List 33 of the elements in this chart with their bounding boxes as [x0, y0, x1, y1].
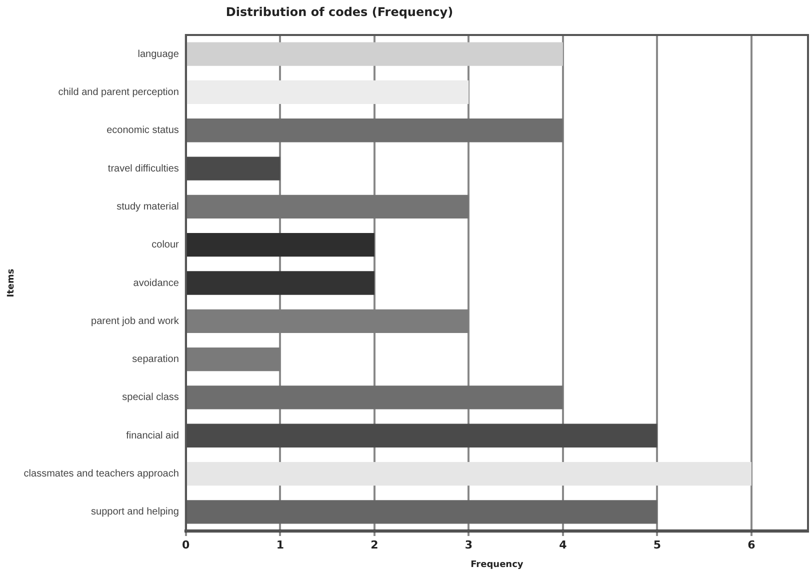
bar [186, 194, 469, 219]
y-tick-label: parent job and work [91, 316, 180, 327]
x-tick-label: 4 [559, 538, 568, 552]
y-tick-label: separation [132, 354, 179, 366]
y-tick-label: financial aid [126, 430, 179, 442]
bar [186, 42, 563, 66]
x-tick-label: 3 [464, 538, 472, 552]
x-tick-label: 2 [370, 538, 378, 552]
y-tick-label: study material [116, 201, 179, 212]
bar [186, 118, 563, 142]
y-tick-label: avoidance [133, 278, 180, 289]
bar [186, 271, 374, 295]
x-tick-label: 0 [182, 538, 190, 552]
bar [186, 347, 280, 372]
y-tick-label: travel difficulties [108, 163, 179, 174]
x-tick-label: 6 [748, 538, 756, 552]
y-tick-label: support and helping [91, 506, 179, 518]
y-tick-label: language [138, 48, 180, 60]
x-tick-label: 5 [653, 538, 662, 552]
bar [186, 386, 563, 410]
y-tick-label: child and parent perception [58, 86, 179, 98]
x-axis-title: Frequency [470, 560, 524, 570]
y-tick-label: special class [122, 392, 179, 404]
bar [186, 80, 469, 104]
bar [186, 233, 374, 257]
y-tick-label: colour [152, 240, 180, 251]
x-tick-label: 1 [276, 538, 284, 552]
bar [186, 500, 658, 524]
y-axis-title: Items [6, 268, 17, 298]
chart-title: Distribution of codes (Frequency) [226, 5, 454, 20]
y-tick-label: classmates and teachers approach [24, 468, 179, 480]
y-tick-label: economic status [106, 125, 179, 136]
bar [186, 462, 752, 486]
